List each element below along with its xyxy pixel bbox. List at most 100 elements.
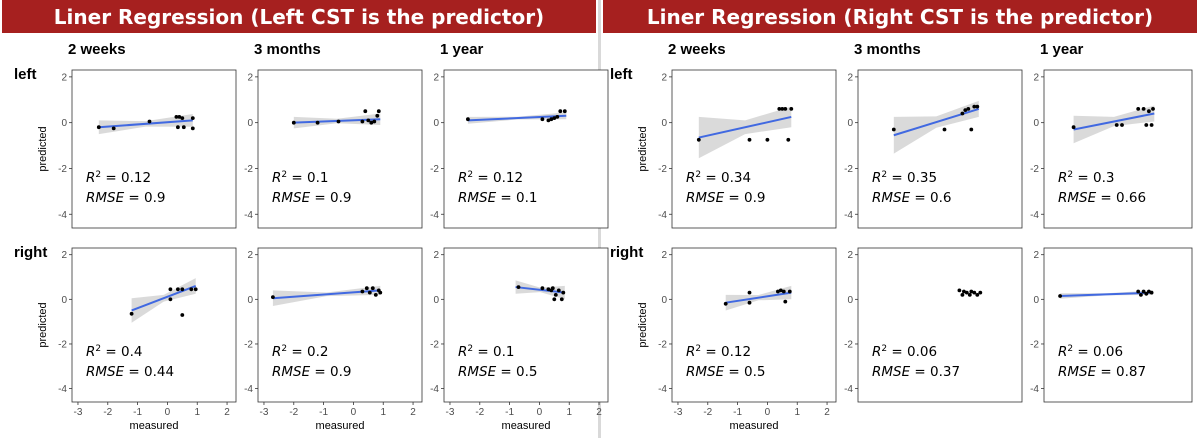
confidence-band — [1073, 105, 1155, 144]
data-point — [747, 137, 752, 142]
data-point — [786, 137, 791, 142]
regression-line — [131, 285, 197, 312]
y-tick-label: 2 — [847, 72, 853, 83]
data-point — [176, 287, 180, 292]
x-tick-label: 0 — [537, 407, 543, 418]
y-tick-label: 2 — [61, 72, 67, 83]
plot-frame — [257, 247, 423, 403]
rmse-annotation: RMSE = 0.9 — [272, 190, 352, 206]
y-tick-label: -2 — [1030, 164, 1039, 175]
row-header-right: right — [14, 244, 48, 261]
data-point — [783, 107, 788, 111]
data-point — [369, 120, 374, 125]
data-point — [723, 301, 728, 306]
data-point — [783, 299, 788, 304]
x-tick-label: -1 — [733, 407, 742, 418]
y-tick-label: -4 — [244, 210, 253, 221]
data-point — [552, 297, 557, 302]
r-squared-annotation: R2 = 0.12 — [686, 344, 751, 360]
y-tick-label: 2 — [247, 250, 253, 261]
data-point — [168, 287, 173, 292]
data-point — [778, 288, 783, 293]
y-tick-label: -4 — [844, 210, 853, 221]
y-tick-label: 0 — [1033, 295, 1039, 306]
y-tick-label: 2 — [433, 250, 439, 261]
y-tick-label: -4 — [658, 210, 667, 221]
r-squared-annotation: R2 = 0.06 — [872, 344, 937, 360]
x-tick-label: -1 — [133, 407, 142, 418]
data-point — [561, 290, 566, 295]
plot-frame — [671, 247, 837, 403]
confidence-band — [893, 100, 979, 154]
plot-frame — [1043, 69, 1193, 229]
data-point — [466, 117, 470, 122]
scatter-panel: -4 -2 0 2 R2 = 0.35 RMSE = 0.6 — [844, 69, 1023, 229]
x-axis-label: measured — [502, 420, 551, 432]
data-point — [168, 297, 173, 302]
data-point — [966, 107, 971, 111]
regression-line — [515, 286, 565, 294]
r-squared-annotation: R2 = 0.35 — [872, 170, 937, 186]
plot-frame — [1043, 247, 1193, 403]
scatter-panel: -4 -2 0 2 R2 = 0.12 RMSE = 0.1 — [430, 69, 609, 229]
y-tick-label: -2 — [430, 164, 439, 175]
x-tick-label: 0 — [165, 407, 171, 418]
y-tick-label: -4 — [244, 384, 253, 395]
column-header-1-year: 1 year — [1040, 41, 1084, 58]
data-point — [969, 289, 974, 294]
data-point — [696, 137, 701, 142]
y-axis-label: predicted — [37, 126, 49, 171]
data-point — [776, 289, 780, 294]
banner-left-cst-predictor: Liner Regression (Left CST is the predic… — [2, 0, 596, 33]
data-point — [176, 125, 180, 130]
y-tick-label: 0 — [847, 118, 853, 129]
x-tick-label: -2 — [703, 407, 712, 418]
plot-frame — [257, 69, 423, 229]
y-axis-label: predicted — [637, 302, 649, 347]
data-point — [546, 118, 551, 123]
regression-line — [98, 119, 193, 129]
scatter-panel: -4 -2 0 2 -3 -2 -1 0 1 2 measured R2 = 0.1 RMSE = 0.… — [430, 247, 609, 432]
column-header-3-months: 3 months — [254, 41, 321, 58]
y-tick-label: -2 — [844, 339, 853, 350]
r-squared-annotation: R2 = 0.2 — [272, 344, 329, 360]
data-point — [1141, 289, 1146, 294]
column-header-2-weeks: 2 weeks — [668, 41, 726, 58]
data-point — [271, 295, 275, 299]
regression-line — [725, 291, 792, 304]
data-point — [190, 126, 195, 131]
y-tick-label: -2 — [1030, 339, 1039, 350]
rmse-annotation: RMSE = 0.44 — [86, 364, 174, 380]
data-point — [516, 285, 521, 289]
confidence-band — [698, 106, 792, 159]
plot-frame — [443, 247, 609, 403]
data-point — [559, 297, 564, 302]
y-tick-label: 0 — [433, 118, 439, 129]
x-tick-label: -3 — [74, 407, 83, 418]
data-point — [975, 293, 980, 297]
data-point — [957, 288, 962, 293]
y-tick-label: -4 — [658, 384, 667, 395]
data-point — [147, 119, 152, 124]
data-point — [964, 290, 969, 295]
data-point — [336, 119, 341, 124]
plot-frame — [71, 69, 237, 229]
data-point — [1141, 107, 1146, 111]
rmse-annotation: RMSE = 0.1 — [458, 190, 538, 206]
x-tick-label: -1 — [505, 407, 514, 418]
data-point — [972, 290, 977, 295]
data-point — [375, 113, 380, 118]
data-point — [960, 111, 965, 116]
x-tick-label: 2 — [224, 407, 230, 418]
row-header-left: left — [14, 66, 37, 83]
data-point — [1149, 290, 1154, 295]
data-point — [967, 293, 972, 297]
y-tick-label: -2 — [430, 339, 439, 350]
data-point — [540, 286, 545, 291]
data-point — [129, 311, 134, 316]
data-point — [960, 293, 965, 297]
data-point — [1120, 123, 1124, 127]
banner-right-cst-predictor: Liner Regression (Right CST is the predi… — [603, 0, 1197, 33]
data-point — [549, 288, 554, 293]
